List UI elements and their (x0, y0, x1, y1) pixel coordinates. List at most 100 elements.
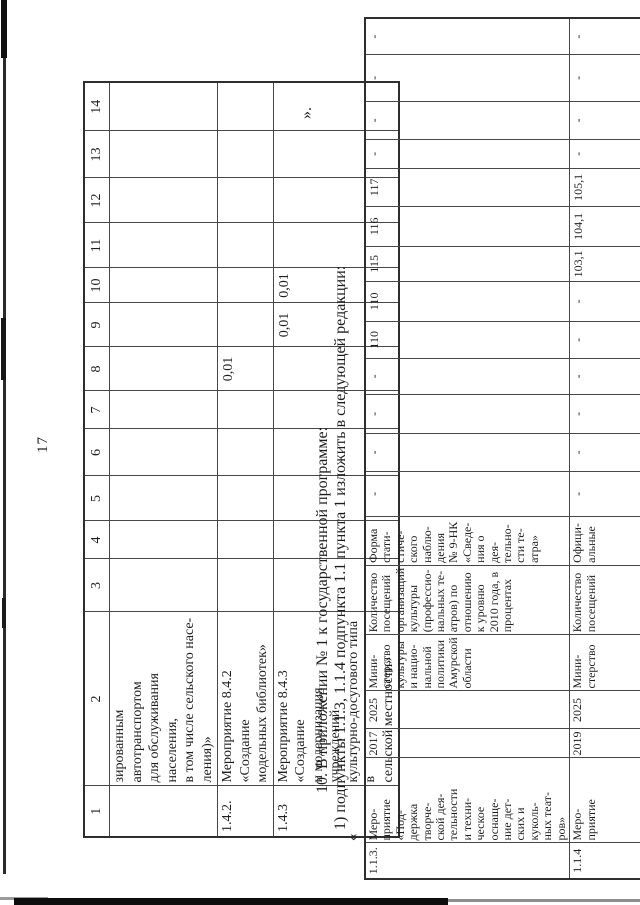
col-header: 6 (84, 429, 110, 476)
value-cell: - (569, 394, 640, 434)
page-number: 17 (35, 436, 51, 453)
amendment-paragraph-line-2: 1) подпункты 1.1.3, 1.1.4 подпункта 1.1 … (332, 265, 349, 830)
indicator-cell: Количество посещений организаций культур… (365, 565, 570, 635)
value-cell: 0,01 (217, 347, 273, 391)
col-header: 2 (84, 612, 110, 786)
empty-cell (109, 268, 218, 303)
start-year-cell: 2017 (365, 729, 570, 758)
scan-edge-artifact (448, 899, 640, 902)
value-cell: - (365, 54, 570, 102)
empty-cell (109, 429, 218, 476)
empty-cell (109, 178, 218, 223)
empty-cell (217, 559, 273, 612)
measure-name-cell: Меро- приятие «Под- держка творче- ской … (365, 758, 570, 843)
col-header: 8 (84, 347, 110, 391)
source-cell: Форма стати- стиче- ского наблю- дения №… (365, 516, 570, 566)
col-header: 5 (84, 476, 110, 521)
value-cell: 105,1 (569, 168, 640, 207)
value-cell: - (365, 139, 570, 169)
value-cell: 110 (365, 321, 570, 359)
table-row-1-1-4: 1.1.4 Меро- приятие 2019 2025 Мини- стер… (569, 18, 640, 879)
row-number-cell: 1.1.3. (365, 843, 570, 879)
indicators-table: 1.1.3. Меро- приятие «Под- держка творче… (364, 17, 640, 880)
value-cell: 116 (365, 206, 570, 247)
end-year-cell: 2025 (365, 691, 570, 729)
empty-cell (217, 521, 273, 559)
scan-edge-artifact (14, 898, 448, 905)
empty-cell (109, 82, 218, 131)
closing-quote-mark: ». (298, 107, 315, 119)
value-cell: - (365, 433, 570, 472)
value-cell: - (569, 358, 640, 395)
value-cell: - (569, 471, 640, 517)
value-cell: 110 (365, 281, 570, 322)
value-cell: - (365, 18, 570, 55)
col-header: 10 (84, 268, 110, 303)
value-cell: - (365, 394, 570, 434)
empty-cell (217, 303, 273, 347)
measure-name-cell: Меро- приятие (569, 758, 640, 843)
col-header: 7 (84, 391, 110, 429)
col-header: 1 (84, 786, 110, 837)
empty-cell (217, 268, 273, 303)
program-measures-table: 1 2 3 4 5 6 7 8 9 10 11 12 13 14 зирован… (83, 81, 400, 838)
value-cell: - (569, 101, 640, 140)
col-header: 4 (84, 521, 110, 559)
empty-cell (109, 559, 218, 612)
executor-cell: Мини- стерство культуры и нацио- нальной… (365, 634, 570, 691)
empty-cell (109, 223, 218, 268)
table-row-continuation: зированным автотранспортом для обслужива… (109, 82, 218, 837)
empty-cell (217, 131, 273, 178)
col-header: 9 (84, 303, 110, 347)
value-cell: - (569, 321, 640, 359)
value-cell: - (569, 139, 640, 169)
col-header: 13 (84, 131, 110, 178)
indicator-cell: Количество посещений (569, 565, 640, 635)
value-cell: 103,1 (569, 246, 640, 282)
value-cell: - (569, 54, 640, 102)
col-header: 11 (84, 223, 110, 268)
row-number-cell (109, 786, 218, 837)
col-header: 3 (84, 559, 110, 612)
measure-name-cell: Мероприятие 8.4.2 «Создание модельных би… (217, 612, 273, 786)
value-cell: - (569, 433, 640, 472)
value-cell: 115 (365, 246, 570, 282)
value-cell: - (365, 471, 570, 517)
executor-cell: Мини- стерство (569, 634, 640, 691)
row-number-cell: 1.1.4 (569, 843, 640, 879)
empty-cell (217, 82, 273, 131)
end-year-cell: 2025 (569, 691, 640, 729)
scan-edge-artifact (1, 318, 6, 380)
table-row-1-1-3: 1.1.3. Меро- приятие «Под- держка творче… (365, 18, 570, 879)
empty-cell (217, 178, 273, 223)
empty-cell (217, 429, 273, 476)
value-cell: - (365, 101, 570, 140)
empty-cell (109, 303, 218, 347)
empty-cell (217, 476, 273, 521)
col-header: 14 (84, 82, 110, 131)
table-row-1-4-2: 1.4.2. Мероприятие 8.4.2 «Создание модел… (217, 82, 273, 837)
empty-cell (109, 476, 218, 521)
empty-cell (217, 391, 273, 429)
scan-edge-artifact (2, 598, 6, 628)
empty-cell (109, 521, 218, 559)
measure-name-cell: зированным автотранспортом для обслужива… (109, 612, 218, 786)
opening-quote-mark: « (345, 833, 361, 842)
empty-cell (109, 347, 218, 391)
start-year-cell: 2019 (569, 729, 640, 758)
empty-cell (109, 131, 218, 178)
source-cell: Офици- альные (569, 516, 640, 566)
value-cell: - (569, 281, 640, 322)
empty-cell (109, 391, 218, 429)
column-number-header-row: 1 2 3 4 5 6 7 8 9 10 11 12 13 14 (84, 82, 110, 837)
amendment-paragraph-line-1: 10. В приложении № 1 к государственной п… (314, 426, 331, 793)
value-cell: - (569, 18, 640, 55)
value-cell: - (365, 358, 570, 395)
row-number-cell: 1.4.2. (217, 786, 273, 837)
value-cell: 104,1 (569, 206, 640, 247)
scan-edge-artifact (3, 0, 6, 874)
col-header: 12 (84, 178, 110, 223)
empty-cell (217, 223, 273, 268)
scan-edge-artifact (1, 0, 7, 58)
